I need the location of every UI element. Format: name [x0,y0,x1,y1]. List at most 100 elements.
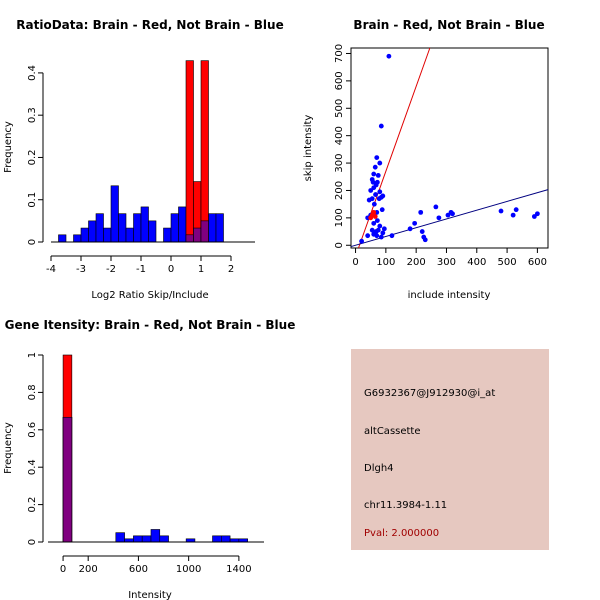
ratio-hist-ylabel: Frequency [3,121,14,173]
ratio-hist-x-tick-label: -1 [136,264,146,275]
not-brain-point [380,230,386,236]
intensity-hist-x-tick-label: 1400 [226,564,251,575]
intensity-hist-y-tick-label: 0.6 [27,422,38,438]
not-brain-point [379,207,385,213]
intensity-hist-blue-bar [141,535,152,543]
intensity-hist-panel: Gene Itensity: Brain - Red, Not Brain - … [3,318,295,600]
intensity-hist-x-tick-label: 0 [60,564,66,575]
not-brain-point [498,208,504,214]
ratio-hist-y-tick-label: 0 [27,239,38,245]
intensity-hist-blue-bar [221,535,231,543]
scatter-x-tick-label: 500 [498,257,517,268]
not-brain-point [418,209,424,215]
ratio-hist-x-tick-label: 1 [198,264,204,275]
scatter-y-tick-label: 200 [334,181,345,200]
not-brain-point [513,207,519,213]
scatter-points [359,53,540,244]
not-brain-point [373,192,378,197]
intensity-hist-y-tick-label: 0.8 [27,384,38,400]
scatter-xlabel: include intensity [408,290,491,301]
ratio-hist-overlap-bar [185,234,194,243]
not-brain-point [377,189,383,195]
not-brain-point [433,204,439,210]
intensity-hist-axes: 0 200 600 1000 1400 0 0.2 0.4 0.6 0.8 1 [27,352,252,575]
ratio-hist-blue-bar [103,227,112,243]
scatter-y-tick-label: 400 [334,126,345,145]
not-brain-point [376,196,382,202]
probe-id-text: G6932367@J912930@i_at [364,388,495,399]
scatter-x-tick-label: 300 [437,257,456,268]
ratio-hist-overlap-bar [193,227,202,243]
ratio-hist-title: RatioData: Brain - Red, Not Brain - Blue [16,18,283,32]
ratio-hist-red-bar [200,60,209,243]
not-brain-point [378,234,384,240]
gene-name-text: Dlgh4 [364,463,394,474]
ratio-hist-x-tick-label: 2 [228,264,234,275]
ratio-hist-x-tick-label: 0 [168,264,174,275]
ratio-hist-blue-bar [73,234,82,243]
scatter-x-tick-label: 400 [467,257,486,268]
intensity-hist-y-tick-label: 1 [27,352,38,358]
not-brain-point [381,226,387,232]
intensity-hist-xlabel: Intensity [128,590,172,600]
info-panel-background [351,349,549,550]
ratio-hist-blue-bar [88,220,97,243]
scatter-axes: 0 100 200 300 400 500 600 0 100 200 300 400 500 600 70… [334,44,547,268]
not-brain-point [450,211,455,217]
intensity-hist-blue-bar [159,535,169,543]
ratio-hist-blue-bar [140,206,149,243]
location-text: chr11.3984-1.11 [364,500,447,511]
ratio-hist-panel: RatioData: Brain - Red, Not Brain - Blue… [3,18,284,301]
scatter-ylabel: skip intensity [303,115,314,182]
ratio-hist-y-tick-label: 0.1 [27,192,38,208]
ratio-hist-axes: -4 -3 -2 -1 0 1 2 0 0.1 0.2 0.3 0.4 [27,65,234,275]
not-brain-point [371,220,377,226]
not-brain-point [375,172,381,178]
ratio-hist-blue-bar [110,185,119,243]
intensity-hist-y-tick-label: 0 [27,539,38,545]
ratio-hist-x-tick-label: -4 [46,264,56,275]
ratio-hist-red-bar [185,60,194,243]
not-brain-point [377,223,383,229]
ratio-hist-blue-bar [133,213,142,243]
not-brain-point [389,233,395,239]
not-brain-point [374,155,380,160]
pval-text: Pval: 2.000000 [364,528,439,539]
scatter-y-tick-label: 300 [334,154,345,173]
ratio-hist-blue-bar [163,227,172,243]
scatter-y-tick-label: 100 [334,208,345,227]
not-brain-point [372,164,378,170]
not-brain-point [369,227,375,233]
not-brain-point [375,227,381,233]
not-brain-point [371,171,377,177]
intensity-hist-blue-bar [133,535,143,543]
scatter-x-tick-label: 100 [376,257,395,268]
not-brain-point [377,160,383,166]
event-type-text: altCassette [364,426,421,437]
intensity-hist-overlap-bar [62,416,73,543]
ratio-hist-blue-bar [80,227,89,243]
ratio-hist-blue-bar [118,213,127,243]
scatter-y-tick-label: 600 [334,71,345,90]
not-brain-point [436,215,442,221]
not-brain-point [412,220,418,226]
ratio-hist-overlap-bar [200,220,209,243]
not-brain-point [510,212,516,218]
intensity-hist-bars [48,354,264,543]
ratio-hist-blue-bar [208,213,217,243]
intensity-hist-x-tick-label: 200 [79,564,98,575]
scatter-title: Brain - Red, Not Brain - Blue [353,18,544,32]
intensity-hist-y-tick-label: 0.4 [27,459,38,475]
ratio-hist-blue-bar [58,234,67,243]
ratio-hist-blue-bar [170,213,179,243]
intensity-hist-blue-bar [115,532,125,543]
scatter-x-tick-label: 200 [407,257,426,268]
intensity-hist-x-tick-label: 600 [129,564,148,575]
not-brain-fit-line [350,189,549,248]
not-brain-point [374,233,380,239]
ratio-hist-x-tick-label: -2 [106,264,116,275]
info-panel: G6932367@J912930@i_at altCassette Dlgh4 … [351,349,549,550]
ratio-hist-y-tick-label: 0.2 [27,150,38,166]
intensity-hist-ylabel: Frequency [3,422,14,474]
